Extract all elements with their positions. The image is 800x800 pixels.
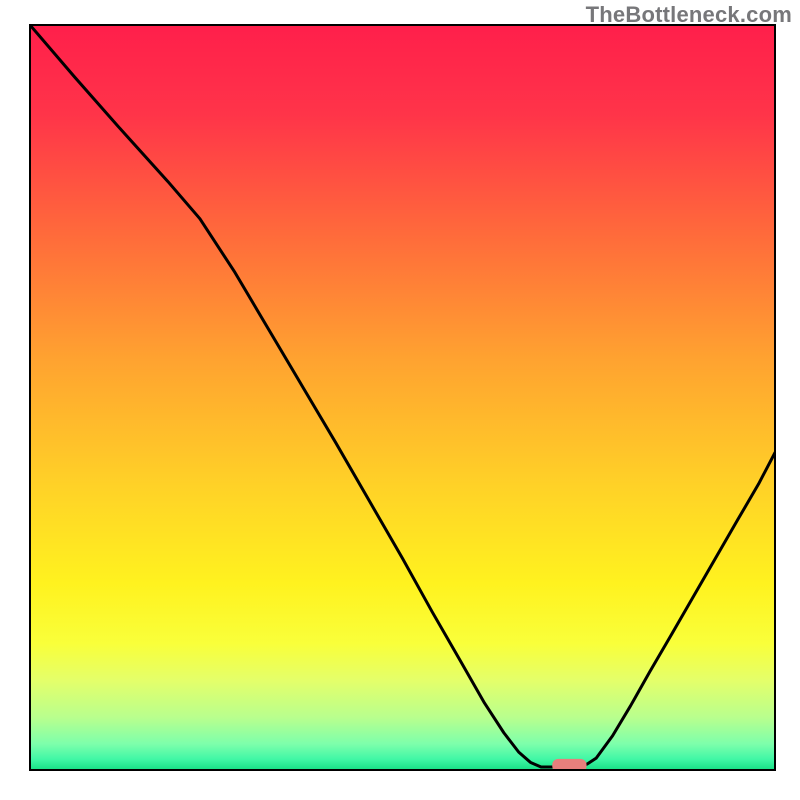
watermark-text: TheBottleneck.com xyxy=(586,2,792,28)
bottleneck-chart: TheBottleneck.com xyxy=(0,0,800,800)
plot-gradient-background xyxy=(30,25,775,770)
chart-canvas xyxy=(0,0,800,800)
